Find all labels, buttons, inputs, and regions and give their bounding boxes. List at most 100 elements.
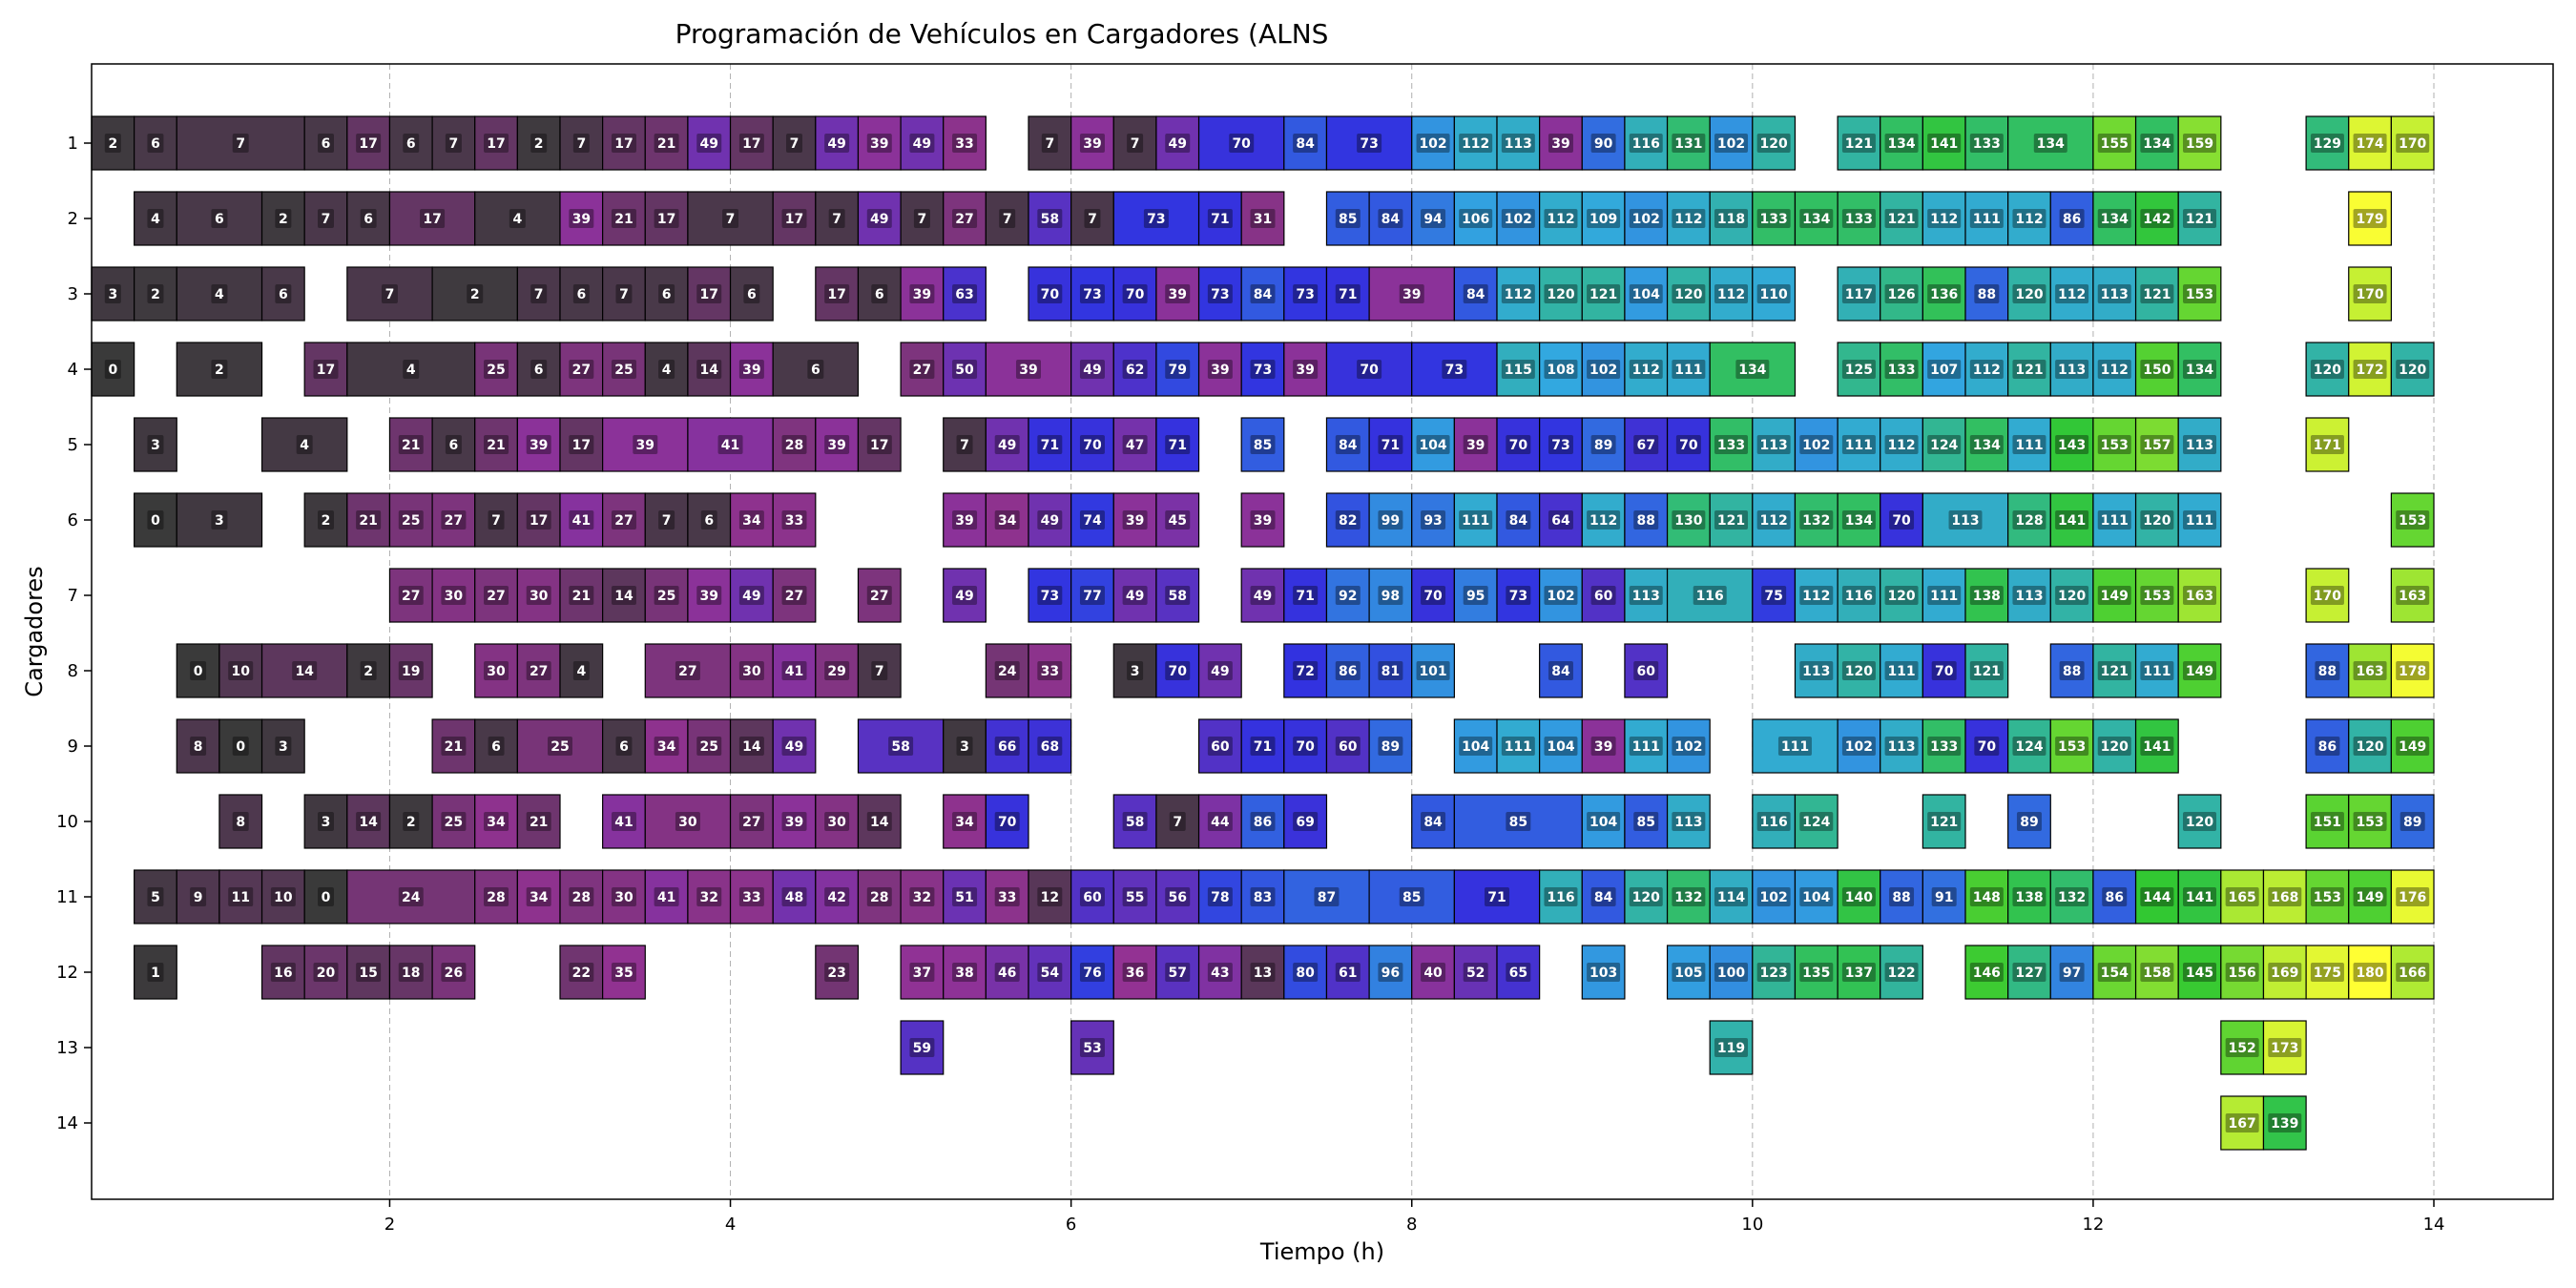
vehicle-label: 54 [1041, 966, 1060, 981]
x-tick-label: 4 [725, 1215, 736, 1235]
vehicle-label: 163 [2399, 589, 2426, 604]
vehicle-label: 17 [530, 513, 548, 529]
vehicle-bar: 124 [1795, 795, 1838, 848]
vehicle-bar: 153 [2349, 795, 2392, 848]
vehicle-bar: 39 [731, 343, 774, 396]
vehicle-label: 73 [1551, 438, 1569, 453]
vehicle-bar: 170 [2349, 267, 2392, 321]
vehicle-bar: 102 [1838, 719, 1880, 773]
vehicle-bar: 133 [1838, 192, 1880, 245]
vehicle-bar: 9 [177, 870, 219, 924]
vehicle-bar: 14 [262, 644, 347, 697]
vehicle-label: 49 [699, 136, 717, 152]
vehicle-label: 104 [1419, 438, 1446, 453]
vehicle-bar: 39 [1113, 493, 1156, 547]
vehicle-bar: 109 [1582, 192, 1625, 245]
vehicle-bar: 7 [773, 116, 816, 170]
y-tick-label: 4 [68, 360, 78, 380]
vehicle-label: 7 [385, 287, 395, 302]
vehicle-bar: 104 [1540, 719, 1583, 773]
vehicle-bar: 102 [1625, 192, 1668, 245]
vehicle-bar: 98 [1369, 569, 1412, 622]
vehicle-label: 95 [1466, 589, 1485, 604]
vehicle-label: 6 [406, 136, 416, 152]
vehicle-label: 25 [445, 815, 463, 830]
vehicle-label: 113 [1802, 664, 1830, 679]
vehicle-bar: 49 [1071, 343, 1114, 396]
vehicle-label: 129 [2314, 136, 2341, 152]
vehicle-bar: 170 [2391, 116, 2434, 170]
vehicle-bar: 141 [1922, 116, 1965, 170]
vehicle-bar: 148 [1965, 870, 2008, 924]
vehicle-bar: 74 [1071, 493, 1114, 547]
vehicle-label: 42 [827, 890, 845, 905]
vehicle-label: 28 [487, 890, 505, 905]
vehicle-label: 7 [576, 136, 586, 152]
x-tick-label: 14 [2423, 1215, 2445, 1235]
vehicle-bar: 49 [944, 569, 987, 622]
vehicle-bar: 111 [1497, 719, 1540, 773]
vehicle-bar: 97 [2050, 945, 2093, 999]
vehicle-label: 58 [891, 739, 909, 755]
vehicle-label: 0 [194, 664, 203, 679]
vehicle-label: 124 [2015, 739, 2043, 755]
vehicle-bar: 120 [2093, 719, 2136, 773]
vehicle-bar: 58 [858, 719, 943, 773]
vehicle-bar: 2 [262, 192, 305, 245]
vehicle-label: 6 [875, 287, 884, 302]
vehicle-bar: 102 [1497, 192, 1540, 245]
vehicle-label: 125 [1845, 363, 1873, 378]
vehicle-bar: 110 [1753, 267, 1796, 321]
vehicle-label: 116 [1547, 890, 1574, 905]
vehicle-bar: 145 [2178, 945, 2221, 999]
vehicle-bar: 112 [1540, 192, 1583, 245]
vehicle-bar: 174 [2349, 116, 2392, 170]
vehicle-label: 70 [1168, 664, 1187, 679]
vehicle-bar: 56 [1156, 870, 1199, 924]
vehicle-bar: 34 [944, 795, 987, 848]
vehicle-bar: 82 [1326, 493, 1369, 547]
vehicle-label: 17 [785, 212, 803, 227]
vehicle-bar: 112 [1668, 192, 1711, 245]
vehicle-label: 120 [1674, 287, 1702, 302]
vehicle-bar: 34 [645, 719, 688, 773]
vehicle-bar: 112 [1795, 569, 1838, 622]
vehicle-label: 14 [699, 363, 718, 378]
vehicle-bar: 39 [1369, 267, 1454, 321]
vehicle-bar: 134 [2178, 343, 2221, 396]
vehicle-label: 111 [1973, 212, 2001, 227]
vehicle-bar: 72 [1284, 644, 1327, 697]
vehicle-bar: 7 [1113, 116, 1156, 170]
vehicle-bar: 121 [1965, 644, 2008, 697]
vehicle-bar: 7 [603, 267, 646, 321]
vehicle-label: 85 [1636, 815, 1654, 830]
vehicle-label: 67 [1636, 438, 1654, 453]
vehicle-bar: 30 [475, 644, 518, 697]
vehicle-label: 33 [742, 890, 760, 905]
vehicle-bar: 75 [1753, 569, 1796, 622]
y-tick-label: 1 [68, 134, 78, 154]
vehicle-label: 17 [614, 136, 633, 152]
vehicle-label: 28 [572, 890, 591, 905]
vehicle-label: 116 [1845, 589, 1873, 604]
vehicle-label: 7 [1045, 136, 1054, 152]
vehicle-bar: 71 [1326, 267, 1369, 321]
y-tick-label: 10 [56, 812, 78, 832]
vehicle-label: 70 [1296, 739, 1315, 755]
vehicle-bar: 113 [2093, 267, 2136, 321]
vehicle-label: 111 [2101, 513, 2129, 529]
vehicle-bar: 21 [347, 493, 390, 547]
vehicle-bar: 134 [1710, 343, 1795, 396]
vehicle-bar: 7 [688, 192, 773, 245]
vehicle-bar: 85 [1625, 795, 1668, 848]
vehicle-label: 17 [359, 136, 377, 152]
vehicle-bar: 134 [2136, 116, 2179, 170]
vehicle-label: 72 [1296, 664, 1314, 679]
vehicle-bar: 104 [1582, 795, 1625, 848]
vehicle-label: 33 [1041, 664, 1059, 679]
vehicle-label: 70 [1978, 739, 1997, 755]
vehicle-label: 153 [2314, 890, 2341, 905]
vehicle-label: 103 [1589, 966, 1617, 981]
vehicle-bar: 102 [1540, 569, 1583, 622]
vehicle-bar: 25 [389, 493, 432, 547]
